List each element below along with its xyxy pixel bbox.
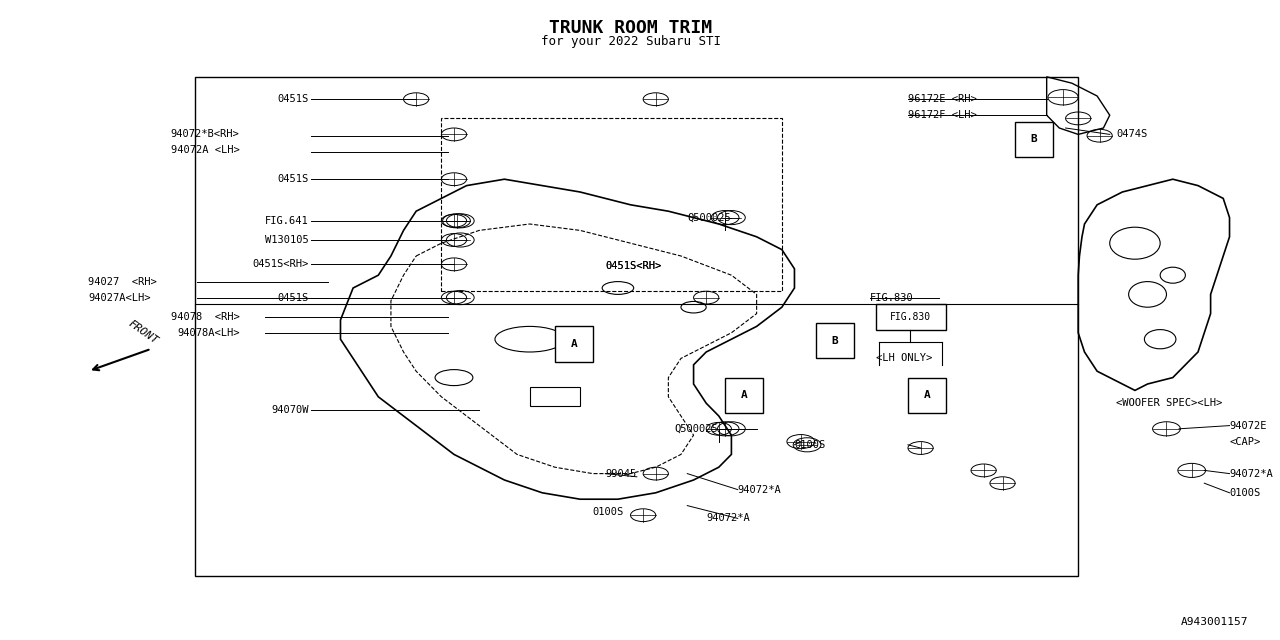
- Text: 0451S<RH>: 0451S<RH>: [252, 259, 308, 269]
- Bar: [724, 378, 763, 413]
- Text: 0474S: 0474S: [1116, 129, 1147, 140]
- Text: 96172F <LH>: 96172F <LH>: [908, 110, 977, 120]
- Bar: [815, 323, 854, 358]
- Text: A: A: [571, 339, 577, 349]
- Text: 94072*B<RH>: 94072*B<RH>: [170, 129, 239, 140]
- Text: A: A: [923, 390, 931, 400]
- Text: <LH ONLY>: <LH ONLY>: [877, 353, 933, 364]
- Text: FRONT: FRONT: [127, 318, 160, 346]
- Text: 0451S: 0451S: [278, 94, 308, 104]
- Text: A: A: [741, 390, 748, 400]
- Bar: [1015, 122, 1053, 157]
- Text: <CAP>: <CAP>: [1230, 436, 1261, 447]
- Text: 0100S: 0100S: [593, 507, 623, 517]
- Text: 99045: 99045: [605, 468, 636, 479]
- Text: 94072*A: 94072*A: [1230, 468, 1274, 479]
- Text: 96172E <RH>: 96172E <RH>: [908, 94, 977, 104]
- Text: FIG.830: FIG.830: [870, 292, 914, 303]
- Text: 94072E: 94072E: [1230, 420, 1267, 431]
- Text: 0451S<RH>: 0451S<RH>: [605, 260, 662, 271]
- Text: 94072*A: 94072*A: [707, 513, 750, 524]
- Text: 0451S<RH>: 0451S<RH>: [605, 260, 662, 271]
- Text: 94072A <LH>: 94072A <LH>: [170, 145, 239, 156]
- Text: W130105: W130105: [265, 235, 308, 245]
- Text: 94072*A: 94072*A: [737, 484, 782, 495]
- Text: Q500025: Q500025: [675, 424, 718, 434]
- Bar: [877, 304, 946, 330]
- Text: 0100S: 0100S: [1230, 488, 1261, 498]
- Text: 94078A<LH>: 94078A<LH>: [177, 328, 239, 338]
- Text: B: B: [832, 336, 838, 346]
- Text: <WOOFER SPEC><LH>: <WOOFER SPEC><LH>: [1116, 398, 1222, 408]
- Text: 94078  <RH>: 94078 <RH>: [170, 312, 239, 322]
- Text: FIG.830: FIG.830: [890, 312, 931, 322]
- Text: 94070W: 94070W: [271, 404, 308, 415]
- Text: TRUNK ROOM TRIM: TRUNK ROOM TRIM: [549, 19, 712, 37]
- Bar: [196, 77, 1078, 576]
- Text: A943001157: A943001157: [1181, 617, 1248, 627]
- Bar: [554, 326, 593, 362]
- Text: 0100S: 0100S: [795, 440, 826, 450]
- Text: 0451S: 0451S: [278, 174, 308, 184]
- Bar: [442, 118, 782, 291]
- Text: Q500025: Q500025: [687, 212, 731, 223]
- Text: for your 2022 Subaru STI: for your 2022 Subaru STI: [540, 35, 721, 48]
- Text: 0451S: 0451S: [278, 292, 308, 303]
- Text: FIG.641: FIG.641: [265, 216, 308, 226]
- Bar: [530, 387, 580, 406]
- Text: B: B: [1030, 134, 1037, 144]
- Text: 94027  <RH>: 94027 <RH>: [88, 276, 157, 287]
- Text: 94027A<LH>: 94027A<LH>: [88, 292, 151, 303]
- Bar: [908, 378, 946, 413]
